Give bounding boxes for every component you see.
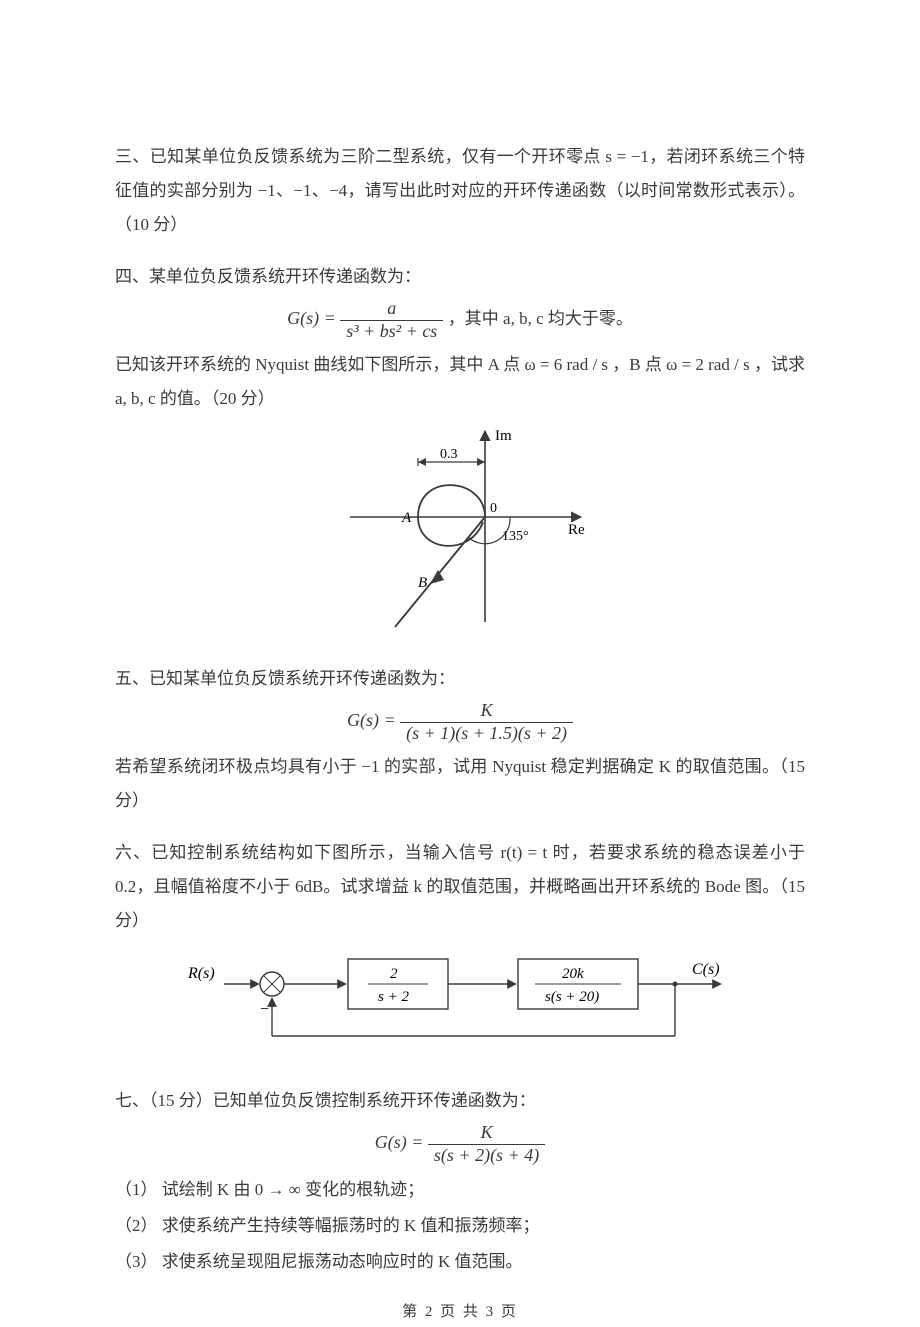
nyquist-loop xyxy=(418,485,485,546)
question-7: 七、（15 分）已知单位负反馈控制系统开环传递函数为： G(s) = K s(s… xyxy=(115,1084,805,1278)
q4-formula-tail: ，其中 a, b, c 均大于零。 xyxy=(448,309,633,328)
nyquist-svg: Im Re 0 0.3 135° A B xyxy=(310,422,610,632)
exam-page: 三、已知某单位负反馈系统为三阶二型系统，仅有一个开环零点 s = −1，若闭环系… xyxy=(0,0,920,1191)
q4-line1: 四、某单位负反馈系统开环传递函数为： xyxy=(115,260,805,294)
q7-sub1: （1） 试绘制 K 由 0 → ∞ 变化的根轨迹； xyxy=(115,1173,805,1207)
point-a: A xyxy=(401,510,412,526)
block2-den: s(s + 20) xyxy=(545,989,599,1005)
im-label: Im xyxy=(495,428,512,444)
question-4: 四、某单位负反馈系统开环传递函数为： G(s) = a s³ + bs² + c… xyxy=(115,260,805,644)
q4-formula: G(s) = a s³ + bs² + cs ，其中 a, b, c 均大于零。 xyxy=(115,298,805,342)
q5-den: (s + 1)(s + 1.5)(s + 2) xyxy=(400,723,573,745)
q7-sub3: （3） 求使系统呈现阻尼振荡动态响应时的 K 值范围。 xyxy=(115,1245,805,1279)
q3-text: 三、已知某单位负反馈系统为三阶二型系统，仅有一个开环零点 s = −1，若闭环系… xyxy=(115,147,805,234)
q5-line2: 若希望系统闭环极点均具有小于 −1 的实部，试用 Nyquist 稳定判据确定 … xyxy=(115,750,805,818)
q5-formula: G(s) = K (s + 1)(s + 1.5)(s + 2) xyxy=(115,700,805,744)
q5-num: K xyxy=(400,700,573,723)
re-label: Re xyxy=(568,522,585,538)
question-3: 三、已知某单位负反馈系统为三阶二型系统，仅有一个开环零点 s = −1，若闭环系… xyxy=(115,140,805,242)
page-footer: 第 2 页 共 3 页 xyxy=(115,1297,805,1327)
block1-den: s + 2 xyxy=(378,989,409,1005)
block-diagram-figure: R(s) − 2 s + 2 20k s(s + xyxy=(115,944,805,1066)
input-label: R(s) xyxy=(187,965,215,982)
dim-label: 0.3 xyxy=(440,447,458,462)
q7-formula: G(s) = K s(s + 2)(s + 4) xyxy=(115,1122,805,1166)
ray-arrow xyxy=(430,570,444,584)
minus-label: − xyxy=(260,1001,269,1018)
q6-line1: 六、已知控制系统结构如下图所示，当输入信号 r(t) = t 时，若要求系统的稳… xyxy=(115,836,805,938)
question-5: 五、已知某单位负反馈系统开环传递函数为： G(s) = K (s + 1)(s … xyxy=(115,662,805,818)
block2-num: 20k xyxy=(562,966,584,982)
nyquist-ray xyxy=(395,517,485,627)
q4-formula-den: s³ + bs² + cs xyxy=(340,321,443,343)
q7-sub2: （2） 求使系统产生持续等幅振荡时的 K 值和振荡频率； xyxy=(115,1209,805,1243)
block1-num: 2 xyxy=(390,966,398,982)
block-diagram-svg: R(s) − 2 s + 2 20k s(s + xyxy=(180,944,740,1054)
q5-line1: 五、已知某单位负反馈系统开环传递函数为： xyxy=(115,662,805,696)
q7-line1: 七、（15 分）已知单位负反馈控制系统开环传递函数为： xyxy=(115,1084,805,1118)
question-6: 六、已知控制系统结构如下图所示，当输入信号 r(t) = t 时，若要求系统的稳… xyxy=(115,836,805,1066)
origin-label: 0 xyxy=(490,501,497,516)
nyquist-figure: Im Re 0 0.3 135° A B xyxy=(115,422,805,644)
output-label: C(s) xyxy=(692,961,720,978)
angle-label: 135° xyxy=(502,529,529,544)
q7-den: s(s + 2)(s + 4) xyxy=(428,1145,545,1167)
point-b: B xyxy=(418,575,427,591)
q4-line2: 已知该开环系统的 Nyquist 曲线如下图所示，其中 A 点 ω = 6 ra… xyxy=(115,348,805,416)
q7-sublist: （1） 试绘制 K 由 0 → ∞ 变化的根轨迹； （2） 求使系统产生持续等幅… xyxy=(115,1173,805,1279)
q7-num: K xyxy=(428,1122,545,1145)
q4-formula-num: a xyxy=(340,298,443,321)
